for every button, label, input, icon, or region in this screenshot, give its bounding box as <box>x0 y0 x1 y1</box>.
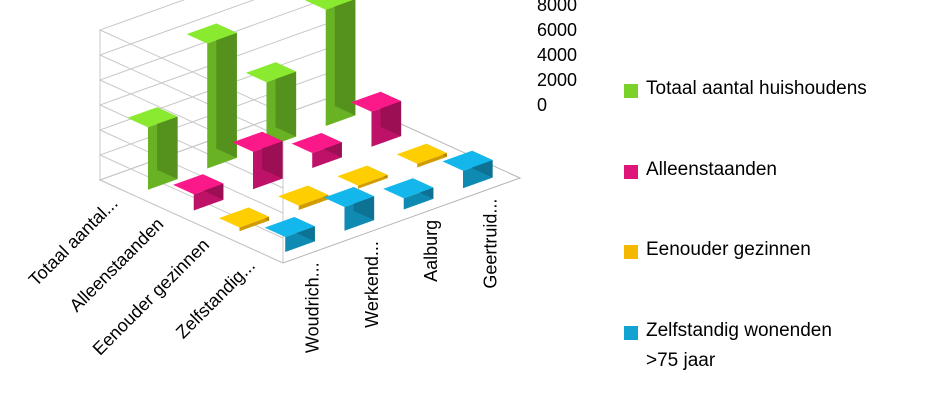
bar-front-face <box>298 194 329 210</box>
bar-top-face <box>305 0 353 10</box>
bar <box>396 143 447 168</box>
chart-plot: 020004000600080001000012000 Woudrich...W… <box>25 0 577 360</box>
bar <box>350 91 402 147</box>
y-tick-label: 8000 <box>537 0 577 15</box>
bar-front-face <box>417 153 447 168</box>
bar-side-face <box>275 62 297 137</box>
bar <box>173 174 224 211</box>
category-label: Woudrich... <box>303 262 323 353</box>
bar-front-face <box>357 174 388 189</box>
bar-top-face <box>383 178 434 199</box>
legend-label: Totaal aantal huishoudens <box>646 78 867 99</box>
category-labels: Woudrich... Werkend... Aalburg Geertruid... <box>303 199 501 353</box>
bar <box>218 207 270 232</box>
legend: Totaal aantal huishoudens Alleenstaanden… <box>624 0 932 407</box>
gridline <box>98 94 338 264</box>
gridline <box>98 69 338 239</box>
bar <box>442 150 493 189</box>
bar-top-face <box>350 91 402 112</box>
legend-item-zelfstandig: Zelfstandig wonenden >75 jaar <box>624 320 832 376</box>
bar-front-face <box>239 216 270 232</box>
legend-label: Alleenstaanden <box>646 159 777 180</box>
legend-item-eenouder: Eenouder gezinnen <box>624 239 811 265</box>
bar <box>383 178 434 210</box>
bar-top-face <box>396 143 447 164</box>
bar-top-face <box>291 133 342 153</box>
y-axis-ticks: 020004000600080001000012000 <box>537 0 577 115</box>
bar <box>232 131 283 190</box>
category-label: Werkend... <box>362 241 382 328</box>
bar <box>264 217 315 252</box>
legend-swatch <box>624 245 638 259</box>
y-tick-label: 4000 <box>537 45 577 65</box>
legend-swatch <box>624 84 638 98</box>
bar-side-face <box>334 0 356 116</box>
bar <box>291 133 342 168</box>
legend-label-line1: Zelfstandig wonenden <box>646 320 832 341</box>
category-label: Geertruid... <box>480 199 500 289</box>
bar-top-face <box>264 217 315 237</box>
bar-top-face <box>186 23 237 44</box>
bar-side-face <box>216 23 237 158</box>
bar <box>278 185 329 210</box>
bar-top-face <box>245 62 297 83</box>
legend-swatch <box>624 165 638 179</box>
bar <box>186 23 237 169</box>
legend-label: Eenouder gezinnen <box>646 239 811 260</box>
bar-top-face <box>232 131 283 152</box>
legend-label: Zelfstandig wonenden >75 jaar <box>646 316 832 376</box>
bar-top-face <box>173 174 224 195</box>
series-axis-label: Eenouder gezinnen <box>89 235 214 360</box>
category-label: Aalburg <box>421 220 441 282</box>
bar <box>305 0 356 126</box>
bar-side-face <box>157 107 178 180</box>
bar-top-face <box>337 165 388 186</box>
bar <box>127 107 178 190</box>
bars <box>127 0 493 252</box>
legend-swatch <box>624 326 638 340</box>
bar <box>337 165 388 189</box>
y-tick-label: 2000 <box>537 70 577 90</box>
y-tick-label: 0 <box>537 95 547 115</box>
legend-item-alleenstaanden: Alleenstaanden <box>624 159 777 185</box>
bar-top-face <box>218 207 270 228</box>
bar <box>323 187 375 231</box>
bar <box>245 62 297 148</box>
legend-item-totaal: Totaal aantal huishoudens <box>624 78 867 104</box>
y-tick-label: 6000 <box>537 20 577 40</box>
bar-top-face <box>278 185 329 206</box>
legend-label-line2: >75 jaar <box>646 350 716 371</box>
bar-top-face <box>323 187 375 207</box>
bar-top-face <box>442 150 493 171</box>
bar-top-face <box>127 107 178 128</box>
